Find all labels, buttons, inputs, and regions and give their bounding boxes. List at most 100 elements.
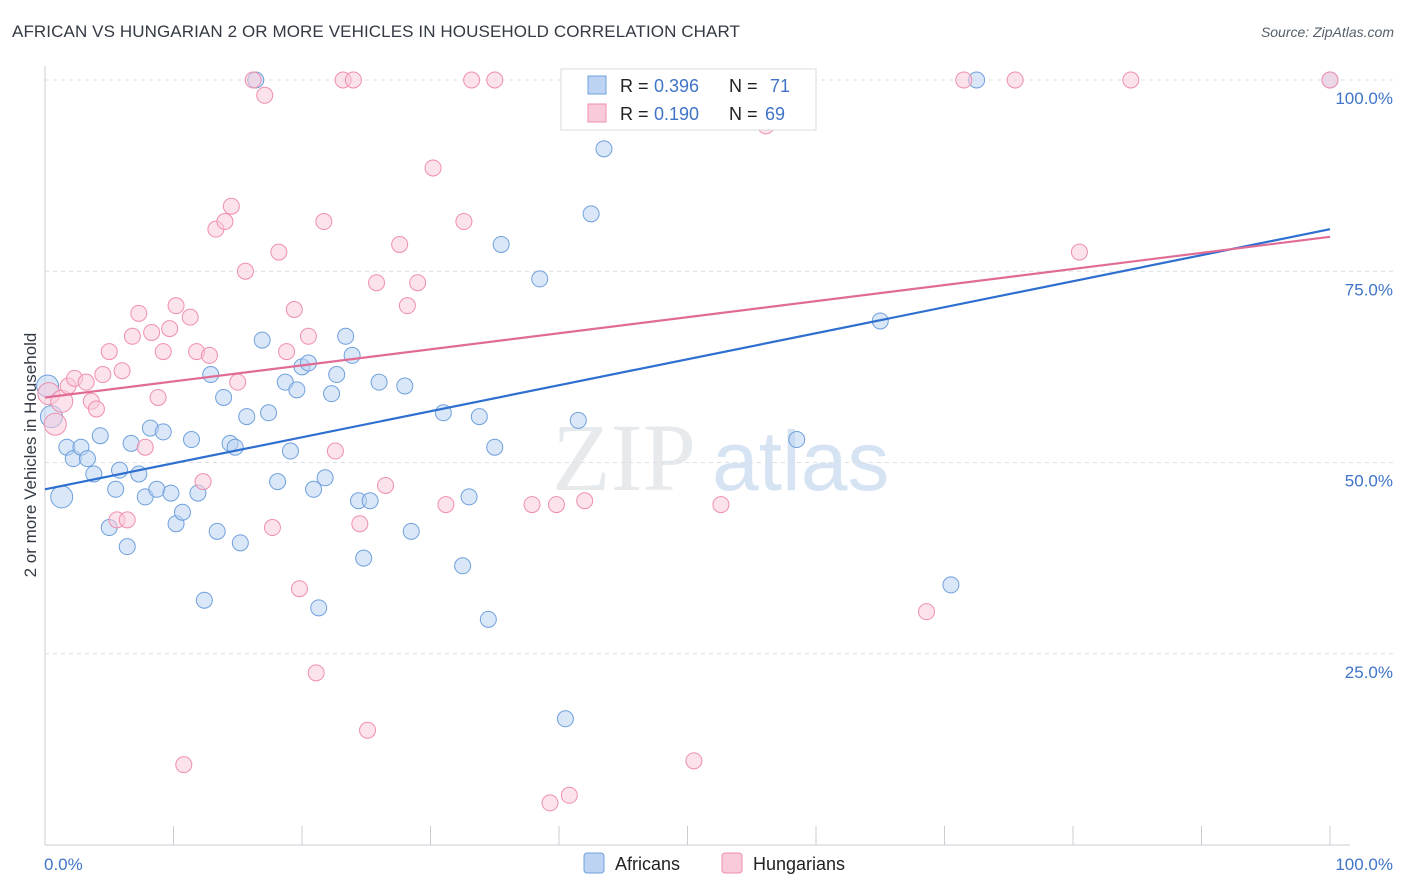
hungarians-point xyxy=(161,320,179,338)
hungarians-point xyxy=(167,297,185,315)
hungarians-point xyxy=(113,362,131,380)
africans-point xyxy=(361,492,379,510)
africans-point xyxy=(148,480,166,498)
africans-point xyxy=(479,610,497,628)
hungarians-point xyxy=(377,476,395,494)
hungarians-point xyxy=(455,213,473,231)
x-tick-label-min: 0.0% xyxy=(44,855,83,874)
hungarians-point xyxy=(368,274,386,292)
africans-point xyxy=(91,427,109,445)
hungarians-point xyxy=(391,235,409,253)
africans-point xyxy=(396,377,414,395)
africans-point xyxy=(208,522,226,540)
hungarians-point xyxy=(437,496,455,514)
africans-point xyxy=(253,331,271,349)
africans-point xyxy=(269,473,287,491)
stats-r-value-africans: 0.396 xyxy=(654,76,699,96)
legend-swatch-hungarians[interactable] xyxy=(721,852,743,874)
hungarians-point xyxy=(263,519,281,537)
hungarians-point xyxy=(918,603,936,621)
hungarians-point xyxy=(43,412,67,436)
africans-point xyxy=(173,503,191,521)
x-tick-label-max: 100.0% xyxy=(1335,855,1393,874)
africans-point xyxy=(492,235,510,253)
africans-point xyxy=(162,484,180,502)
hungarians-point xyxy=(523,496,541,514)
hungarians-point xyxy=(181,308,199,326)
gridlines xyxy=(45,79,1395,655)
africans-point xyxy=(107,480,125,498)
africans-point xyxy=(50,485,74,509)
hungarians-point xyxy=(87,400,105,418)
africans-point xyxy=(470,408,488,426)
hungarians-point xyxy=(576,492,594,510)
africans-point xyxy=(556,710,574,728)
africans-point xyxy=(454,557,472,575)
hungarians-point xyxy=(685,752,703,770)
hungarians-point xyxy=(200,346,218,364)
hungarians-point xyxy=(299,327,317,345)
y-tick-label-25: 25.0% xyxy=(1345,663,1393,682)
africans-point xyxy=(118,538,136,556)
series-hungarians xyxy=(37,71,1339,812)
hungarians-point xyxy=(359,721,377,739)
chart-title: AFRICAN VS HUNGARIAN 2 OR MORE VEHICLES … xyxy=(12,22,741,41)
hungarians-point xyxy=(398,297,416,315)
hungarians-point xyxy=(1070,243,1088,261)
africans-point xyxy=(122,434,140,452)
africans-point xyxy=(355,549,373,567)
trend-line-africans xyxy=(44,228,1331,491)
hungarians-point xyxy=(100,343,118,361)
y-axis-title: 2 or more Vehicles in Household xyxy=(21,333,40,578)
hungarians-point xyxy=(409,274,427,292)
stats-r-label-hungarians: R = xyxy=(620,104,649,124)
hungarians-point xyxy=(236,262,254,280)
stats-legend-swatch-hungarians xyxy=(587,103,607,123)
hungarians-point xyxy=(955,71,973,89)
hungarians-point xyxy=(547,496,565,514)
legend-label-hungarians[interactable]: Hungarians xyxy=(753,854,845,874)
stats-n-value-hungarians: 69 xyxy=(765,104,785,124)
hungarians-point xyxy=(143,323,161,341)
hungarians-point xyxy=(1006,71,1024,89)
hungarians-point xyxy=(326,442,344,460)
africans-point xyxy=(238,408,256,426)
africans-point xyxy=(281,442,299,460)
africans-point xyxy=(788,431,806,449)
series-legend: Africans Hungarians xyxy=(583,852,845,874)
africans-point xyxy=(323,385,341,403)
hungarians-point xyxy=(270,243,288,261)
trend-lines xyxy=(44,228,1331,491)
stats-n-value-africans: 71 xyxy=(770,76,790,96)
y-tick-label-75: 75.0% xyxy=(1345,280,1393,299)
hungarians-point xyxy=(136,438,154,456)
africans-point xyxy=(460,488,478,506)
hungarians-point xyxy=(290,580,308,598)
hungarians-point xyxy=(123,327,141,345)
hungarians-point xyxy=(285,301,303,318)
stats-n-label-hungarians: N = xyxy=(729,104,758,124)
hungarians-point xyxy=(424,159,442,177)
scatter-points xyxy=(36,71,1339,812)
africans-point xyxy=(215,388,233,406)
hungarians-point xyxy=(1122,71,1140,89)
hungarians-point xyxy=(194,473,212,491)
hungarians-point xyxy=(154,343,172,361)
stats-legend: R = 0.396 N = 71 R = 0.190 N = 69 xyxy=(560,68,817,131)
hungarians-point xyxy=(256,86,274,104)
africans-point xyxy=(305,480,323,498)
y-tick-labels: 100.0% 75.0% 50.0% 25.0% xyxy=(1335,89,1393,682)
legend-label-africans[interactable]: Africans xyxy=(615,854,680,874)
hungarians-point xyxy=(149,388,167,406)
africans-point xyxy=(582,205,600,223)
legend-swatch-africans[interactable] xyxy=(583,852,605,874)
africans-point xyxy=(328,366,346,384)
hungarians-point xyxy=(463,71,481,89)
hungarians-point xyxy=(560,786,578,804)
source-credit: Source: ZipAtlas.com xyxy=(1260,24,1394,40)
africans-point xyxy=(310,599,328,617)
y-tick-label-50: 50.0% xyxy=(1345,472,1393,491)
hungarians-point xyxy=(130,304,148,322)
africans-point xyxy=(316,469,334,487)
hungarians-point xyxy=(244,71,262,89)
